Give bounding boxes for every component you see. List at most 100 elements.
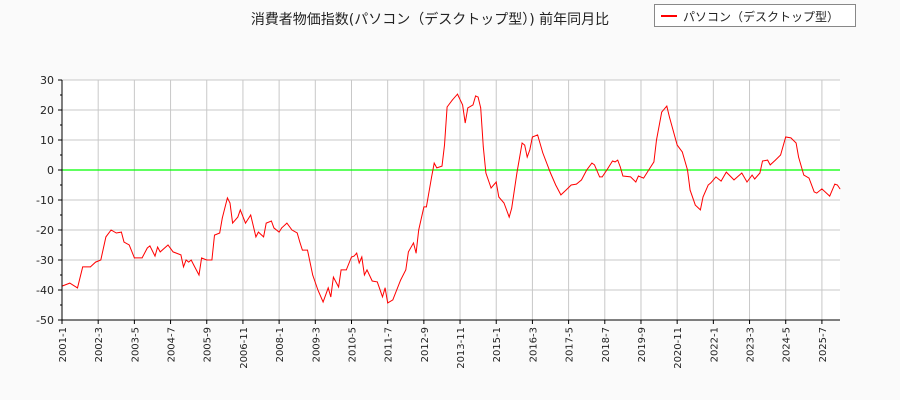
data-point [467,107,469,109]
data-point [211,259,213,261]
data-point [221,217,223,219]
data-point [332,276,334,278]
data-point [364,274,365,276]
data-point [614,161,616,163]
x-tick-label: 2002-3 [94,327,105,362]
data-point [255,236,257,238]
y-tick-label: -30 [36,254,54,267]
data-point [356,252,358,254]
data-point [237,216,239,218]
data-point [477,96,479,98]
data-point [780,154,781,156]
data-point [400,279,401,281]
data-point [446,106,448,108]
data-point [382,296,383,298]
data-point [219,232,221,234]
data-point [669,116,670,118]
data-point [702,196,704,198]
data-point [188,261,190,263]
data-point [198,274,200,276]
data-point [511,207,513,209]
data-point [746,181,748,183]
data-point [159,251,161,253]
data-point [278,231,280,233]
x-tick-label: 2019-9 [637,327,648,362]
x-tick-label: 2022-1 [709,327,720,362]
data-point [601,176,603,178]
data-point [762,160,763,162]
data-point [384,287,386,289]
data-point [725,171,727,173]
data-point [121,231,122,233]
data-point [472,104,474,106]
data-point [317,289,319,291]
data-point [423,206,425,208]
data-point [785,136,787,138]
data-point [656,139,657,141]
data-point [790,137,792,139]
data-point [258,231,259,233]
data-point [330,296,332,298]
data-point [110,229,112,231]
x-tick-label: 2024-5 [782,327,793,362]
data-point [312,274,314,276]
data-point [808,177,810,179]
x-tick-label: 2020-11 [673,327,684,369]
data-point [413,242,414,244]
data-point [95,261,97,263]
data-point [190,259,192,261]
data-point [431,176,433,178]
data-point [581,179,582,181]
data-point [172,251,174,253]
data-point [77,287,78,289]
data-point [232,222,233,224]
data-point [715,176,717,178]
data-point [482,146,484,148]
data-point [239,209,241,211]
data-point [516,172,518,174]
data-point [265,222,267,224]
data-point [490,187,492,189]
data-point [229,202,231,204]
data-point [508,216,510,218]
data-point [733,179,735,181]
data-point [405,269,407,271]
data-point [141,257,143,259]
data-point [495,181,497,183]
data-point [813,191,815,193]
data-point [100,259,102,261]
data-point [475,95,476,97]
data-point [630,176,632,178]
data-point [245,222,246,224]
x-tick-label: 2018-7 [601,327,612,362]
data-point [115,232,117,234]
data-point [612,160,613,162]
x-tick-label: 2010-5 [347,327,358,362]
data-point [418,229,420,231]
data-point [371,280,373,282]
data-point [676,144,678,146]
data-point [351,256,352,258]
data-point [498,196,500,198]
data-point [821,188,823,190]
data-point [157,246,159,248]
data-point [681,151,683,153]
data-point [767,159,769,161]
data-point [376,281,378,283]
x-tick-label: 2025-7 [818,327,829,362]
data-point [322,301,324,303]
x-tick-label: 2015-1 [492,327,503,362]
data-point [183,266,184,268]
data-point [700,209,701,211]
data-point [128,244,130,246]
data-point [653,161,655,163]
data-point [286,222,288,224]
x-tick-label: 2001-1 [58,327,69,362]
data-point [270,220,272,222]
data-point [358,262,360,264]
data-point [480,107,482,109]
x-tick-label: 2008-1 [275,327,286,362]
legend-label: パソコン（デスクトップ型） [683,10,840,24]
data-point [606,168,608,170]
data-point [444,144,445,146]
